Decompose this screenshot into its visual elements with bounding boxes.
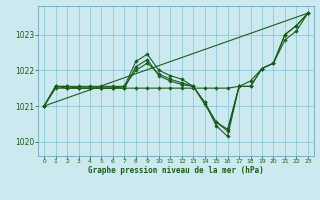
X-axis label: Graphe pression niveau de la mer (hPa): Graphe pression niveau de la mer (hPa) [88, 166, 264, 175]
